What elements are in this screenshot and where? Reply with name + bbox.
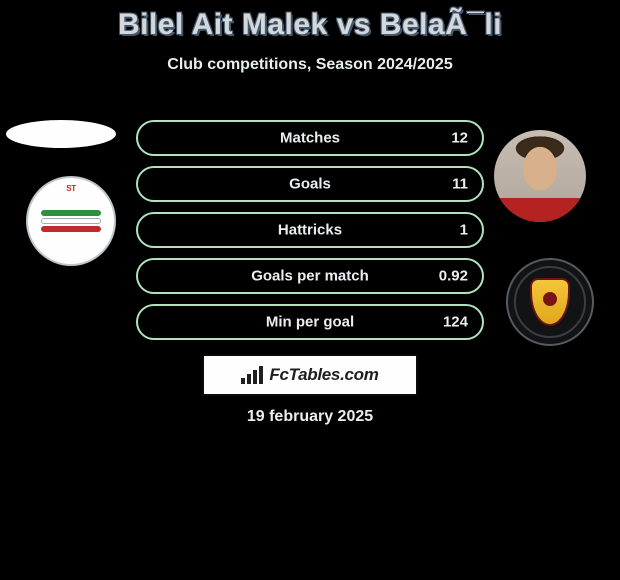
stat-row: Goals11 — [136, 166, 484, 202]
stat-label: Hattricks — [138, 222, 482, 239]
brand-attribution: FcTables.com — [202, 354, 418, 396]
page-title: Bilel Ait Malek vs BelaÃ¯li — [0, 0, 620, 42]
bar-chart-icon-bar — [253, 370, 257, 384]
player-right-avatar — [494, 130, 586, 222]
brand-text: FcTables.com — [269, 365, 378, 385]
stat-label: Goals — [138, 176, 482, 193]
stat-row: Min per goal124 — [136, 304, 484, 340]
stats-comparison: Matches12 Goals11 Hattricks1 Goals per matc… — [136, 120, 484, 350]
stat-label: Min per goal — [138, 314, 482, 331]
player-left-avatar-placeholder — [6, 120, 116, 148]
stat-label: Goals per match — [138, 268, 482, 285]
stat-label: Matches — [138, 130, 482, 147]
stat-value-right: 11 — [452, 176, 468, 193]
club-left-stripe — [41, 218, 101, 224]
footer-date: 19 february 2025 — [0, 408, 620, 426]
stat-value-right: 1 — [460, 222, 468, 239]
page-subtitle: Club competitions, Season 2024/2025 — [0, 56, 620, 74]
bar-chart-icon-bar — [247, 374, 251, 384]
club-left-stripe — [41, 210, 101, 216]
club-badge-left: ST — [26, 176, 116, 266]
stat-value-right: 0.92 — [439, 268, 468, 285]
stat-value-right: 124 — [443, 314, 468, 331]
bar-chart-icon — [241, 366, 263, 384]
club-badge-right — [506, 258, 594, 346]
club-left-stripe — [41, 226, 101, 232]
bar-chart-icon-bar — [241, 378, 245, 384]
bar-chart-icon-bar — [259, 366, 263, 384]
stat-row: Matches12 — [136, 120, 484, 156]
stat-value-right: 12 — [451, 130, 468, 147]
player-right-shirt — [494, 198, 586, 222]
club-right-dot — [543, 292, 557, 306]
stat-row: Hattricks1 — [136, 212, 484, 248]
stat-row: Goals per match0.92 — [136, 258, 484, 294]
club-left-initials: ST — [66, 184, 76, 193]
